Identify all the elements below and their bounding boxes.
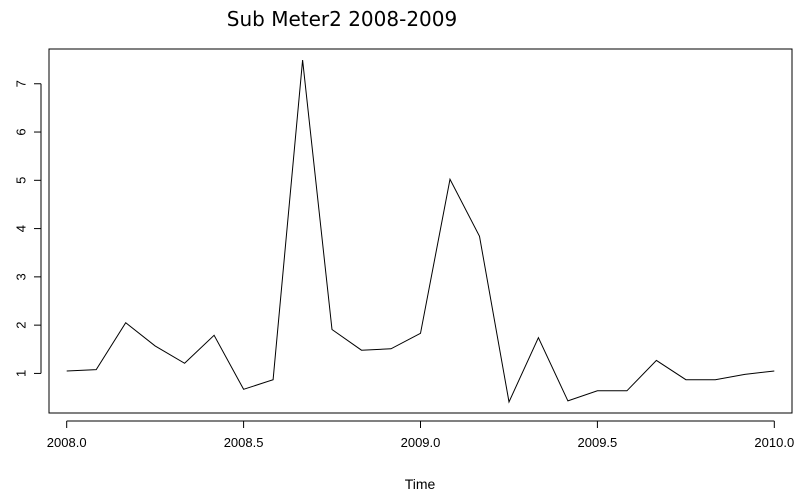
x-tick-label: 2009.0 (401, 435, 441, 450)
plot-area (66, 60, 775, 404)
chart-title: Sub Meter2 2008-2009 (227, 7, 457, 31)
y-tick-label: 2 (13, 322, 28, 329)
x-tick-label: 2008.0 (47, 435, 87, 450)
y-tick-label: 4 (13, 225, 28, 232)
plot-frame (48, 48, 793, 414)
y-axis: 1 2 3 4 5 6 7 (13, 80, 42, 377)
series-line (66, 60, 775, 404)
y-tick-label: 3 (13, 273, 28, 280)
y-tick-label: 6 (13, 128, 28, 135)
x-tick-label: 2010.0 (754, 435, 794, 450)
y-tick-label: 7 (13, 80, 28, 87)
x-axis-label: Time (405, 476, 436, 492)
x-tick-label: 2009.5 (578, 435, 618, 450)
x-axis: 2008.0 2008.5 2009.0 2009.5 2010.0 (47, 420, 794, 450)
x-tick-label: 2008.5 (224, 435, 264, 450)
y-tick-label: 1 (13, 370, 28, 377)
y-tick-label: 5 (13, 177, 28, 184)
